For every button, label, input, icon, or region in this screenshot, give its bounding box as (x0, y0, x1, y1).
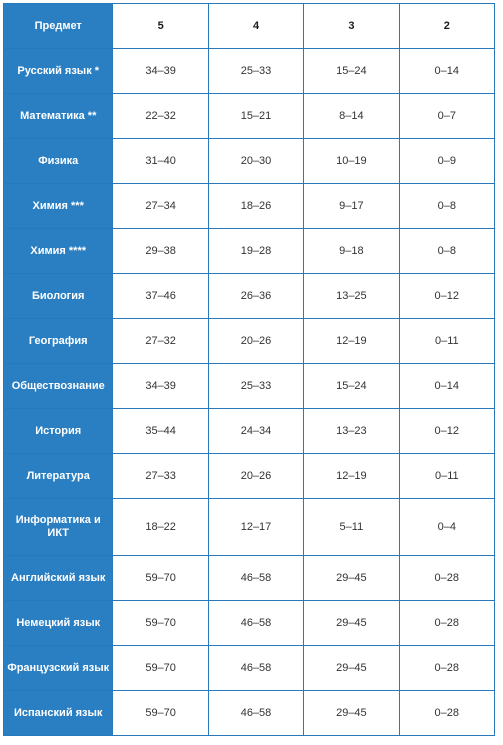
table-row: Химия *** 27–34 18–26 9–17 0–8 (2, 183, 496, 229)
grade-conversion-table-container: Предмет 5 4 3 2 Русский язык * 34–39 25–… (2, 3, 496, 736)
header-grade-3: 3 (303, 3, 400, 49)
table-header-row: Предмет 5 4 3 2 (2, 3, 496, 49)
grade-2-cell: 0–4 (398, 498, 496, 556)
grade-5-cell: 34–39 (112, 48, 209, 94)
grade-3-cell: 10–19 (303, 138, 400, 184)
grade-2-cell: 0–7 (398, 93, 496, 139)
subject-cell: Математика ** (2, 93, 114, 139)
header-grade-2: 2 (398, 3, 496, 49)
grade-5-cell: 59–70 (112, 555, 209, 601)
grade-2-cell: 0–12 (398, 273, 496, 319)
grade-5-cell: 34–39 (112, 363, 209, 409)
grade-2-cell: 0–8 (398, 228, 496, 274)
grade-4-cell: 25–33 (207, 363, 305, 409)
table-row: Информатика и ИКТ 18–22 12–17 5–11 0–4 (2, 498, 496, 556)
grade-conversion-table: Предмет 5 4 3 2 Русский язык * 34–39 25–… (2, 3, 496, 736)
table-row: Биология 37–46 26–36 13–25 0–12 (2, 273, 496, 319)
grade-3-cell: 12–19 (303, 318, 400, 364)
grade-5-cell: 27–32 (112, 318, 209, 364)
grade-5-cell: 27–34 (112, 183, 209, 229)
table-row: Математика ** 22–32 15–21 8–14 0–7 (2, 93, 496, 139)
subject-cell: Литература (2, 453, 114, 499)
table-row: Физика 31–40 20–30 10–19 0–9 (2, 138, 496, 184)
grade-5-cell: 35–44 (112, 408, 209, 454)
subject-cell: Информатика и ИКТ (2, 498, 114, 556)
subject-cell: Английский язык (2, 555, 114, 601)
table-row: География 27–32 20–26 12–19 0–11 (2, 318, 496, 364)
grade-3-cell: 15–24 (303, 48, 400, 94)
subject-cell: Французский язык (2, 645, 114, 691)
grade-2-cell: 0–28 (398, 555, 496, 601)
grade-5-cell: 18–22 (112, 498, 209, 556)
table-row: Английский язык 59–70 46–58 29–45 0–28 (2, 555, 496, 601)
grade-4-cell: 19–28 (207, 228, 305, 274)
table-row: История 35–44 24–34 13–23 0–12 (2, 408, 496, 454)
grade-3-cell: 12–19 (303, 453, 400, 499)
table-row: Русский язык * 34–39 25–33 15–24 0–14 (2, 48, 496, 94)
grade-3-cell: 15–24 (303, 363, 400, 409)
grade-4-cell: 18–26 (207, 183, 305, 229)
grade-5-cell: 59–70 (112, 600, 209, 646)
grade-4-cell: 46–58 (207, 600, 305, 646)
grade-4-cell: 20–30 (207, 138, 305, 184)
grade-5-cell: 22–32 (112, 93, 209, 139)
grade-4-cell: 20–26 (207, 318, 305, 364)
grade-5-cell: 59–70 (112, 690, 209, 736)
grade-2-cell: 0–8 (398, 183, 496, 229)
grade-4-cell: 20–26 (207, 453, 305, 499)
grade-4-cell: 46–58 (207, 645, 305, 691)
grade-4-cell: 24–34 (207, 408, 305, 454)
grade-2-cell: 0–12 (398, 408, 496, 454)
table-row: Обществознание 34–39 25–33 15–24 0–14 (2, 363, 496, 409)
header-grade-4: 4 (207, 3, 305, 49)
grade-3-cell: 13–25 (303, 273, 400, 319)
grade-4-cell: 46–58 (207, 690, 305, 736)
grade-4-cell: 15–21 (207, 93, 305, 139)
table-row: Испанский язык 59–70 46–58 29–45 0–28 (2, 690, 496, 736)
grade-3-cell: 13–23 (303, 408, 400, 454)
subject-cell: Химия *** (2, 183, 114, 229)
table-row: Литература 27–33 20–26 12–19 0–11 (2, 453, 496, 499)
grade-5-cell: 27–33 (112, 453, 209, 499)
grade-3-cell: 5–11 (303, 498, 400, 556)
grade-5-cell: 29–38 (112, 228, 209, 274)
grade-4-cell: 25–33 (207, 48, 305, 94)
grade-4-cell: 12–17 (207, 498, 305, 556)
grade-5-cell: 37–46 (112, 273, 209, 319)
grade-3-cell: 9–17 (303, 183, 400, 229)
grade-3-cell: 29–45 (303, 600, 400, 646)
subject-cell: Испанский язык (2, 690, 114, 736)
table-row: Немецкий язык 59–70 46–58 29–45 0–28 (2, 600, 496, 646)
subject-cell: Немецкий язык (2, 600, 114, 646)
subject-cell: Химия **** (2, 228, 114, 274)
grade-2-cell: 0–28 (398, 600, 496, 646)
subject-cell: Обществознание (2, 363, 114, 409)
grade-4-cell: 46–58 (207, 555, 305, 601)
subject-cell: История (2, 408, 114, 454)
grade-2-cell: 0–28 (398, 645, 496, 691)
subject-cell: Физика (2, 138, 114, 184)
grade-3-cell: 29–45 (303, 690, 400, 736)
grade-3-cell: 29–45 (303, 645, 400, 691)
grade-4-cell: 26–36 (207, 273, 305, 319)
grade-2-cell: 0–14 (398, 363, 496, 409)
grade-2-cell: 0–11 (398, 318, 496, 364)
subject-cell: Биология (2, 273, 114, 319)
grade-2-cell: 0–28 (398, 690, 496, 736)
grade-2-cell: 0–11 (398, 453, 496, 499)
grade-3-cell: 8–14 (303, 93, 400, 139)
grade-2-cell: 0–9 (398, 138, 496, 184)
grade-5-cell: 31–40 (112, 138, 209, 184)
grade-3-cell: 9–18 (303, 228, 400, 274)
grade-3-cell: 29–45 (303, 555, 400, 601)
table-row: Французский язык 59–70 46–58 29–45 0–28 (2, 645, 496, 691)
subject-cell: Русский язык * (2, 48, 114, 94)
grade-5-cell: 59–70 (112, 645, 209, 691)
grade-2-cell: 0–14 (398, 48, 496, 94)
header-subject: Предмет (2, 3, 114, 49)
subject-cell: География (2, 318, 114, 364)
table-row: Химия **** 29–38 19–28 9–18 0–8 (2, 228, 496, 274)
header-grade-5: 5 (112, 3, 209, 49)
